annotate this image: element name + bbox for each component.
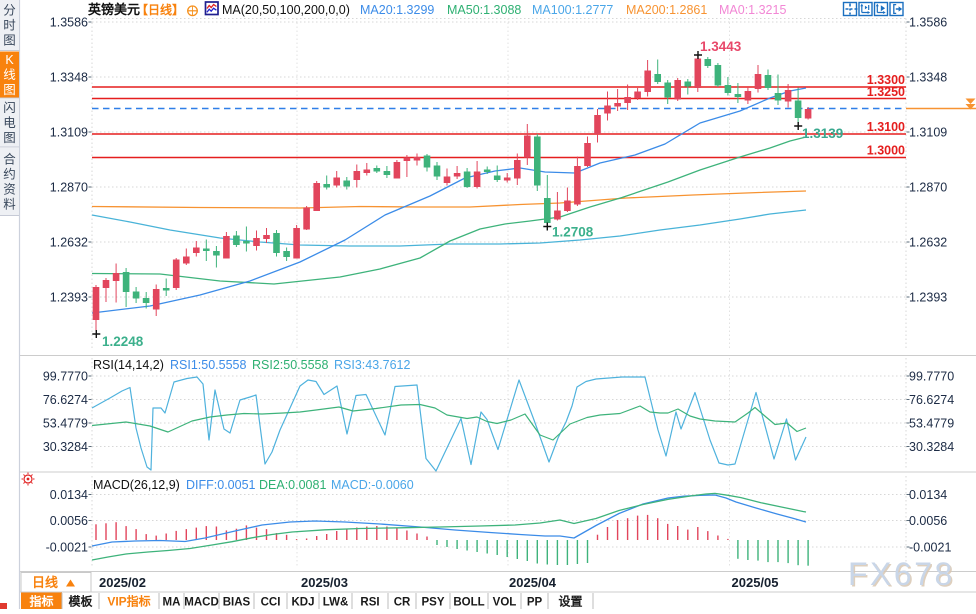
svg-text:MA0:1.3215: MA0:1.3215 [719,3,786,17]
svg-text:线: 线 [3,68,16,82]
svg-text:2025/04: 2025/04 [509,575,557,590]
svg-text:KDJ: KDJ [291,597,314,609]
svg-text:BIAS: BIAS [223,597,251,609]
svg-text:2025/03: 2025/03 [301,575,348,590]
svg-text:0.0134: 0.0134 [909,488,947,502]
svg-text:0.0056: 0.0056 [909,514,947,528]
svg-text:CR: CR [394,597,411,609]
svg-text:1.2248: 1.2248 [102,334,144,349]
svg-text:1.3443: 1.3443 [700,39,742,54]
svg-text:模板: 模板 [68,594,93,609]
svg-text:1.3100: 1.3100 [867,120,905,134]
svg-text:RSI3:43.7612: RSI3:43.7612 [334,358,410,372]
svg-text:-0.0021: -0.0021 [909,541,951,555]
svg-text:1.3348: 1.3348 [50,71,88,85]
svg-text:时: 时 [3,19,16,33]
svg-text:1.2632: 1.2632 [909,236,947,250]
svg-text:分: 分 [3,4,16,18]
svg-text:VOL: VOL [493,597,517,609]
svg-text:1.3109: 1.3109 [909,126,947,140]
svg-text:53.4779: 53.4779 [909,417,954,431]
svg-text:1.3000: 1.3000 [867,144,905,158]
svg-text:1.3300: 1.3300 [867,73,905,87]
svg-text:1.3139: 1.3139 [802,126,843,141]
svg-text:图: 图 [3,83,16,97]
svg-text:RSI2:50.5558: RSI2:50.5558 [252,358,328,372]
svg-text:1.2393: 1.2393 [909,291,947,305]
svg-text:0.0056: 0.0056 [50,514,88,528]
svg-text:MACD: MACD [184,597,219,609]
svg-text:MA200:1.2861: MA200:1.2861 [626,3,707,17]
svg-text:1.3586: 1.3586 [50,16,88,30]
svg-text:MA(20,50,100,200,0,0): MA(20,50,100,200,0,0) [222,3,350,17]
svg-text:MA20:1.3299: MA20:1.3299 [360,3,434,17]
svg-text:约: 约 [3,167,16,182]
svg-text:K: K [5,53,14,67]
svg-text:30.3284: 30.3284 [909,440,954,454]
svg-text:图: 图 [3,34,16,48]
svg-text:1.3348: 1.3348 [909,71,947,85]
svg-text:1.2393: 1.2393 [50,291,88,305]
svg-text:日线: 日线 [32,575,58,590]
svg-text:DEA:0.0081: DEA:0.0081 [259,478,326,492]
svg-text:2025/05: 2025/05 [732,575,779,590]
svg-text:76.6274: 76.6274 [909,393,954,407]
svg-text:FX678: FX678 [850,558,957,594]
svg-text:【日线】: 【日线】 [136,2,184,17]
svg-text:99.7770: 99.7770 [909,370,954,384]
svg-text:电: 电 [3,116,16,130]
svg-text:1.2708: 1.2708 [552,225,594,240]
svg-text:资: 资 [3,183,16,197]
svg-text:MA: MA [163,597,181,609]
svg-text:1.3109: 1.3109 [50,126,88,140]
svg-text:-0.0021: -0.0021 [46,541,88,555]
svg-text:料: 料 [3,198,16,212]
svg-text:MACD:-0.0060: MACD:-0.0060 [331,478,414,492]
svg-text:FX678: FX678 [848,556,955,592]
svg-text:1.2870: 1.2870 [50,181,88,195]
svg-text:闪: 闪 [3,101,16,115]
svg-text:CCI: CCI [261,597,281,609]
svg-text:53.4779: 53.4779 [43,417,88,431]
svg-text:指标: 指标 [29,594,53,609]
svg-text:MA50:1.3088: MA50:1.3088 [447,3,521,17]
svg-text:英镑美元: 英镑美元 [87,2,140,17]
svg-text:30.3284: 30.3284 [43,440,88,454]
svg-text:PP: PP [527,597,543,609]
svg-text:2025/02: 2025/02 [99,575,146,590]
svg-text:76.6274: 76.6274 [43,393,88,407]
svg-text:BOLL: BOLL [453,597,484,609]
svg-text:1.2870: 1.2870 [909,181,947,195]
svg-text:RSI1:50.5558: RSI1:50.5558 [170,358,246,372]
svg-text:RSI: RSI [360,597,379,609]
svg-text:LW&: LW& [323,597,349,609]
svg-text:1.3250: 1.3250 [867,85,905,99]
svg-text:图: 图 [3,131,16,145]
svg-text:设置: 设置 [558,594,582,609]
svg-text:99.7770: 99.7770 [43,370,88,384]
svg-text:RSI(14,14,2): RSI(14,14,2) [93,358,164,372]
svg-text:合: 合 [3,152,16,167]
svg-text:0.0134: 0.0134 [50,488,88,502]
svg-text:MACD(26,12,9): MACD(26,12,9) [93,478,180,492]
svg-text:1.3586: 1.3586 [909,16,947,30]
svg-text:MA100:1.2777: MA100:1.2777 [532,3,613,17]
svg-text:1.2632: 1.2632 [50,236,88,250]
svg-text:PSY: PSY [421,597,444,609]
svg-text:DIFF:0.0051: DIFF:0.0051 [186,478,256,492]
svg-text:VIP指标: VIP指标 [107,594,150,609]
